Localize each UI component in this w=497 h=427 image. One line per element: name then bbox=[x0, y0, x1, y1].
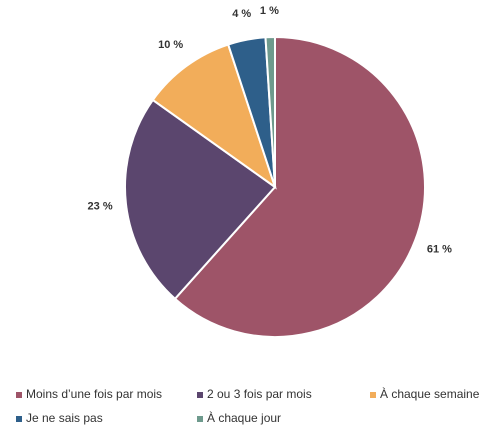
pie-slice bbox=[124, 98, 277, 301]
data-label: 23 % bbox=[88, 200, 113, 212]
data-label: 10 % bbox=[158, 39, 183, 51]
legend-marker bbox=[370, 392, 376, 398]
legend-marker bbox=[197, 416, 203, 422]
pie-slice bbox=[173, 35, 426, 338]
legend-marker bbox=[16, 416, 22, 422]
pie-slice bbox=[151, 43, 277, 190]
data-label: 1 % bbox=[260, 5, 279, 17]
legend-label: 2 ou 3 fois par mois bbox=[207, 387, 312, 401]
legend-label: À chaque jour bbox=[207, 410, 281, 425]
legend-marker bbox=[16, 392, 22, 398]
legend-label: À chaque semaine bbox=[380, 386, 480, 401]
legend-label: Je ne sais pas bbox=[26, 411, 103, 425]
data-label: 4 % bbox=[232, 8, 251, 20]
legend-marker bbox=[197, 392, 203, 398]
legend-label: Moins d’une fois par mois bbox=[26, 387, 162, 401]
pie-slice bbox=[264, 35, 276, 188]
data-label: 61 % bbox=[427, 244, 452, 256]
